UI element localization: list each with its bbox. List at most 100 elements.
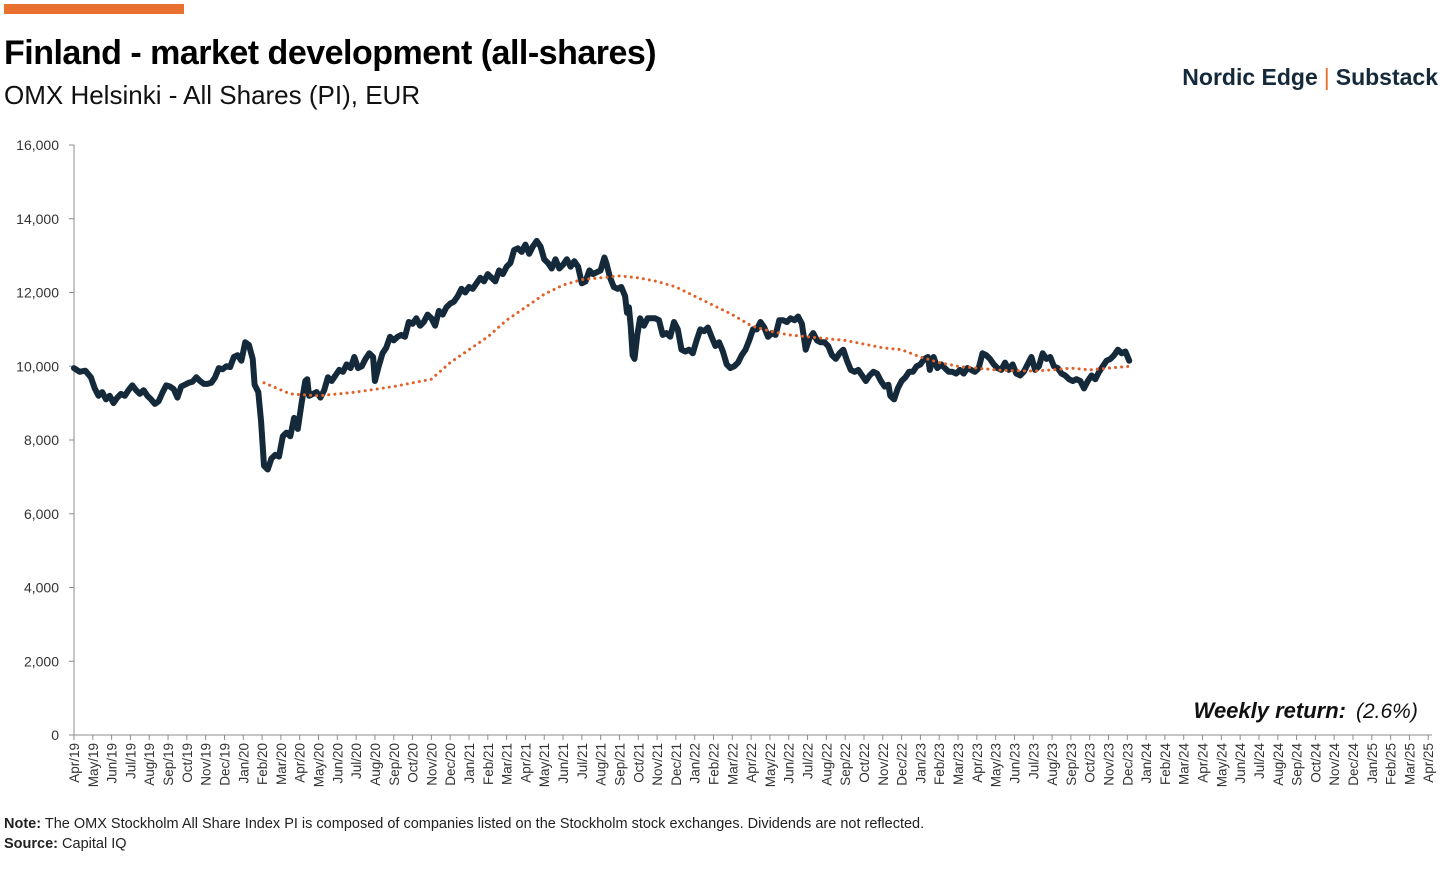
line-chart: 0 2,000 4,000 6,000 8,000 10,000 12,000 14,000 1… (16, 137, 1436, 788)
x-tick-label: Jan/22 (688, 743, 703, 784)
x-tick-label: Jul/21 (575, 743, 590, 779)
x-tick-label: Dec/20 (443, 743, 458, 786)
x-tick-label: Nov/23 (1101, 743, 1116, 786)
x-tick-label: May/24 (1214, 743, 1229, 788)
x-tick-label: May/21 (537, 743, 552, 787)
brand-platform: Substack (1335, 64, 1438, 90)
x-tick-label: Jun/21 (556, 743, 571, 784)
y-tick-label: 8,000 (24, 432, 59, 448)
brand-logo: Nordic Edge | Substack (1182, 64, 1438, 91)
footer-source: Source: Capital IQ (4, 836, 127, 852)
x-tick-label: Aug/20 (368, 743, 383, 786)
x-tick-label: Feb/25 (1384, 743, 1399, 785)
x-tick-label: Dec/24 (1346, 743, 1361, 786)
x-tick-label: Aug/21 (594, 743, 609, 786)
x-tick-label: Jan/21 (462, 743, 477, 784)
x-tick-label: Apr/20 (293, 743, 308, 783)
x-tick-label: Jan/24 (1139, 743, 1154, 784)
note-text: The OMX Stockholm All Share Index PI is … (44, 816, 925, 832)
x-tick-label: May/22 (763, 743, 778, 787)
brand-name: Nordic Edge (1182, 64, 1318, 90)
x-tick-label: Dec/19 (217, 743, 232, 786)
y-tick-label: 4,000 (24, 580, 59, 596)
y-tick-label: 6,000 (24, 506, 59, 522)
note-label: Note: (4, 816, 42, 832)
x-tick-label: Apr/25 (1421, 743, 1436, 783)
x-tick-label: Nov/20 (424, 743, 439, 786)
x-tick-label: May/19 (86, 743, 101, 787)
x-tick-label: Dec/22 (895, 743, 910, 786)
x-tick-label: Apr/22 (744, 743, 759, 783)
x-tick-label: Jan/20 (236, 743, 251, 784)
x-tick-label: Jul/24 (1252, 743, 1267, 780)
x-tick-label: Sep/23 (1064, 743, 1079, 786)
index-line (71, 237, 1133, 473)
x-tick-label: Apr/21 (518, 743, 533, 783)
y-tick-label: 10,000 (16, 358, 59, 374)
brand-separator: | (1323, 64, 1330, 90)
x-tick-label: Feb/22 (707, 743, 722, 785)
accent-bar (4, 4, 184, 14)
y-tick-label: 0 (51, 727, 59, 743)
x-tick-label: Nov/21 (650, 743, 665, 786)
x-tick-label: Sep/24 (1290, 743, 1305, 786)
x-tick-label: Mar/21 (500, 743, 515, 785)
source-text: Capital IQ (62, 836, 127, 852)
x-tick-label: Feb/21 (481, 743, 496, 785)
y-tick-label: 12,000 (16, 285, 59, 301)
x-tick-label: Jul/19 (123, 743, 138, 779)
x-tick-label: Mar/24 (1177, 743, 1192, 786)
x-tick-label: Sep/22 (838, 743, 853, 786)
x-tick-label: Jun/22 (782, 743, 797, 784)
footer-note: Note: The OMX Stockholm All Share Index … (4, 816, 924, 832)
x-tick-label: Aug/23 (1045, 743, 1060, 786)
x-tick-label: Aug/22 (819, 743, 834, 786)
x-tick-label: Jul/22 (801, 743, 816, 779)
x-tick-label: Nov/24 (1327, 743, 1342, 786)
x-tick-label: Jun/23 (1007, 743, 1022, 784)
x-tick-label: Nov/19 (199, 743, 214, 786)
x-tick-label: Aug/19 (142, 743, 157, 786)
x-tick-label: Dec/21 (669, 743, 684, 786)
x-tick-label: Aug/24 (1271, 743, 1286, 786)
x-tick-label: Mar/25 (1402, 743, 1417, 785)
page-title: Finland - market development (all-shares… (4, 34, 657, 72)
x-tick-label: Oct/21 (631, 743, 646, 783)
x-tick-label: Sep/19 (161, 743, 176, 786)
x-tick-label: Mar/20 (274, 743, 289, 785)
x-tick-label: May/20 (312, 743, 327, 787)
x-tick-label: Jan/23 (913, 743, 928, 784)
x-tick-label: Jun/19 (105, 743, 120, 784)
x-tick-label: Nov/22 (876, 743, 891, 786)
x-tick-label: Mar/22 (725, 743, 740, 785)
x-tick-label: Apr/24 (1196, 743, 1211, 783)
x-tick-label: Jan/25 (1365, 743, 1380, 784)
x-tick-label: Sep/21 (612, 743, 627, 786)
y-tick-label: 2,000 (24, 653, 59, 669)
x-tick-label: Jun/24 (1233, 743, 1248, 784)
x-tick-label: Oct/20 (406, 743, 421, 783)
weekly-return-value: (2.6%) (1356, 700, 1418, 723)
x-tick-label: Oct/24 (1308, 743, 1323, 783)
x-tick-label: Jun/20 (330, 743, 345, 784)
y-tick-label: 14,000 (16, 211, 59, 227)
x-tick-label: Oct/22 (857, 743, 872, 783)
weekly-return-label: Weekly return: (1194, 698, 1346, 723)
x-tick-label: Jul/20 (349, 743, 364, 779)
x-tick-label: Dec/23 (1120, 743, 1135, 786)
source-label: Source: (4, 836, 58, 852)
x-tick-label: Feb/24 (1158, 743, 1173, 786)
x-tick-label: Jul/23 (1026, 743, 1041, 779)
x-tick-label: Apr/19 (67, 743, 82, 783)
x-tick-label: Mar/23 (951, 743, 966, 785)
x-tick-label: Feb/23 (932, 743, 947, 785)
x-tick-label: Apr/23 (970, 743, 985, 783)
x-tick-label: Oct/19 (180, 743, 195, 783)
y-tick-label: 16,000 (16, 137, 59, 153)
moving-average-line (262, 274, 1131, 398)
x-tick-label: Feb/20 (255, 743, 270, 785)
x-tick-label: May/23 (989, 743, 1004, 787)
x-tick-label: Sep/20 (387, 743, 402, 786)
x-tick-label: Oct/23 (1083, 743, 1098, 783)
page-subtitle: OMX Helsinki - All Shares (PI), EUR (4, 80, 421, 110)
